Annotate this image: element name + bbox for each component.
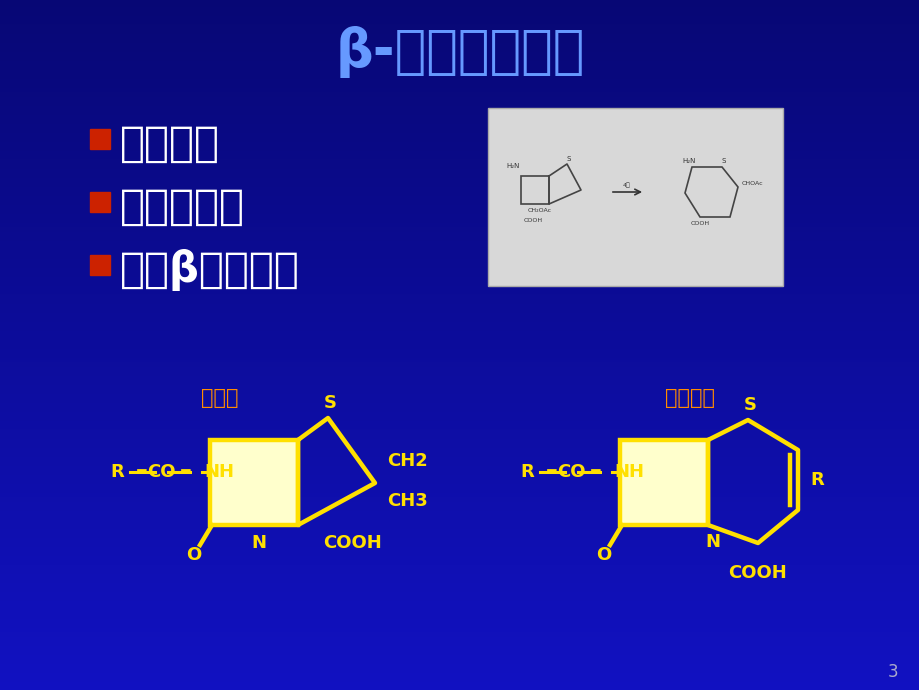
Text: COOH: COOH <box>728 564 787 582</box>
Text: S: S <box>743 396 755 414</box>
Text: COOH: COOH <box>323 534 381 552</box>
Bar <box>90 192 110 212</box>
Text: O: O <box>596 546 611 564</box>
Text: 3: 3 <box>887 663 897 681</box>
Text: CH₂OAc: CH₂OAc <box>528 208 551 213</box>
Text: N: N <box>251 534 267 552</box>
Text: –: – <box>180 458 192 482</box>
Text: COOH: COOH <box>689 221 709 226</box>
Text: –: – <box>589 458 601 482</box>
Text: O: O <box>187 546 201 564</box>
Bar <box>90 129 110 149</box>
Text: N: N <box>705 533 720 551</box>
Text: 青霊素类: 青霊素类 <box>119 123 220 165</box>
Text: S: S <box>721 158 726 164</box>
Text: –: – <box>136 458 148 482</box>
Text: R: R <box>110 463 124 481</box>
Text: CHOAc: CHOAc <box>742 181 763 186</box>
Text: S: S <box>566 156 571 162</box>
Text: NH: NH <box>204 463 233 481</box>
Text: 头孢菌素: 头孢菌素 <box>664 388 714 408</box>
Text: CO: CO <box>556 463 584 481</box>
Text: NH: NH <box>613 463 643 481</box>
Bar <box>210 440 298 525</box>
Text: R: R <box>519 463 533 481</box>
Text: H₂N: H₂N <box>505 163 519 169</box>
Text: –: – <box>546 458 557 482</box>
Text: R: R <box>809 471 823 489</box>
Text: 其他β－内酯类: 其他β－内酯类 <box>119 249 300 291</box>
Bar <box>520 176 549 204</box>
Text: 4步: 4步 <box>622 182 630 188</box>
Text: H₂N: H₂N <box>681 158 695 164</box>
Bar <box>90 255 110 275</box>
Text: CO: CO <box>147 463 175 481</box>
Text: S: S <box>323 394 336 412</box>
Bar <box>487 108 782 286</box>
Text: β-内酯胺类种类: β-内酯胺类种类 <box>335 26 584 78</box>
Text: COOH: COOH <box>523 218 542 223</box>
Text: 头孢菌素类: 头孢菌素类 <box>119 186 244 228</box>
Text: 青霊素: 青霊素 <box>201 388 239 408</box>
Bar <box>619 440 708 525</box>
Text: CH3: CH3 <box>387 492 427 510</box>
Text: CH2: CH2 <box>387 452 427 470</box>
